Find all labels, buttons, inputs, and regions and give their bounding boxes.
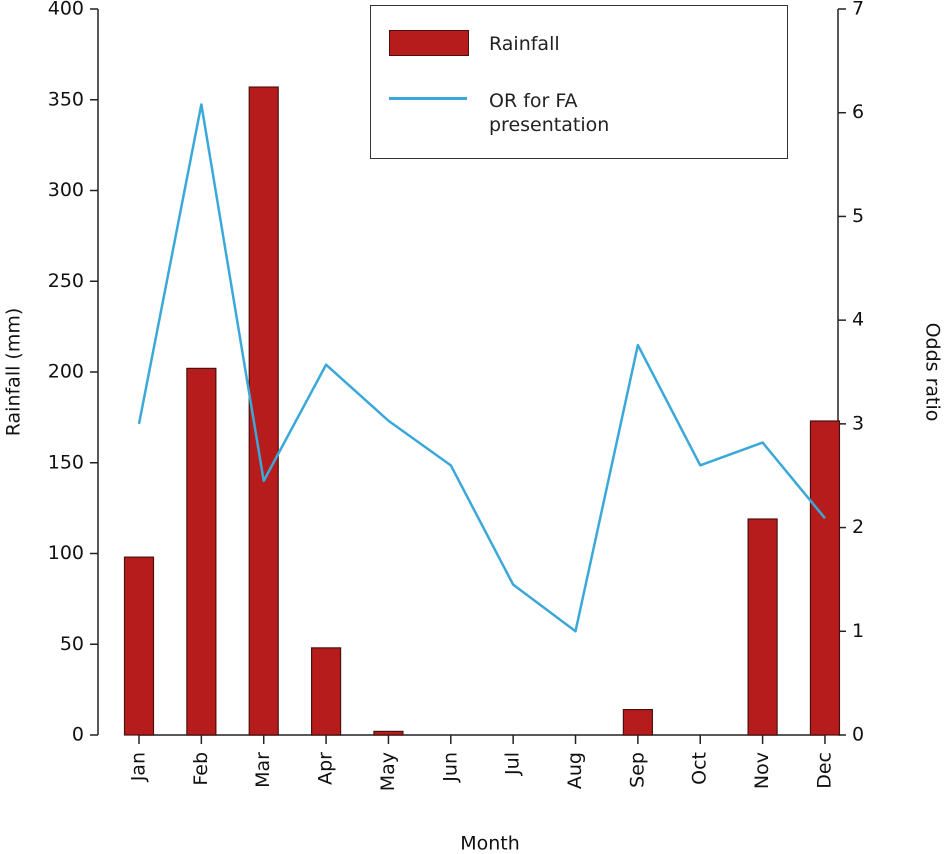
bar	[373, 730, 404, 736]
y-tick-label: 100	[48, 542, 84, 564]
y-tick-label: 150	[48, 451, 84, 473]
x-tick-label: Feb	[190, 752, 212, 786]
bar	[186, 367, 217, 736]
y2-tick-label: 7	[852, 0, 864, 20]
y2-axis-label: Odds ratio	[922, 323, 944, 422]
legend-label: Rainfall	[489, 33, 560, 55]
y2-tick-label: 6	[852, 101, 864, 123]
bar	[747, 518, 778, 736]
x-tick-label: Jan	[128, 752, 150, 782]
y2-tick-label: 3	[852, 412, 864, 434]
legend-swatch	[389, 97, 467, 100]
bar	[622, 708, 653, 736]
y-axis-label: Rainfall (mm)	[3, 308, 25, 437]
y2-tick-label: 1	[852, 620, 864, 642]
x-axis-label: Month	[460, 833, 520, 854]
bar	[123, 556, 155, 736]
y2-tick-label: 0	[852, 724, 864, 746]
y-tick-label: 350	[48, 88, 84, 110]
y-tick-label: 200	[48, 361, 84, 383]
y2-tick-label: 2	[852, 516, 864, 538]
y-tick-label: 250	[48, 270, 84, 292]
x-tick-label: Aug	[564, 752, 586, 789]
bar	[809, 420, 841, 736]
legend-swatch	[389, 30, 469, 56]
y2-tick-label: 5	[852, 205, 864, 227]
x-tick-label: Mar	[252, 752, 274, 788]
legend: Rainfall OR for FA presentation	[370, 5, 788, 159]
x-tick-label: Nov	[751, 752, 773, 789]
legend-label: OR for FA presentation	[489, 90, 610, 136]
bar	[310, 647, 342, 736]
bar	[248, 86, 279, 736]
x-tick-label: May	[377, 752, 399, 791]
y-tick-label: 0	[72, 724, 84, 746]
y-tick-label: 300	[48, 179, 84, 201]
x-tick-label: Sep	[626, 752, 648, 788]
y-tick-label: 50	[60, 633, 84, 655]
x-tick-label: Oct	[689, 752, 711, 785]
y-tick-label: 400	[48, 0, 84, 20]
x-tick-label: Dec	[813, 752, 835, 789]
line	[137, 103, 826, 633]
x-tick-label: Jul	[502, 752, 524, 776]
x-tick-label: Jun	[439, 752, 461, 783]
y2-tick-label: 4	[852, 309, 864, 331]
x-tick-label: Apr	[315, 752, 337, 785]
